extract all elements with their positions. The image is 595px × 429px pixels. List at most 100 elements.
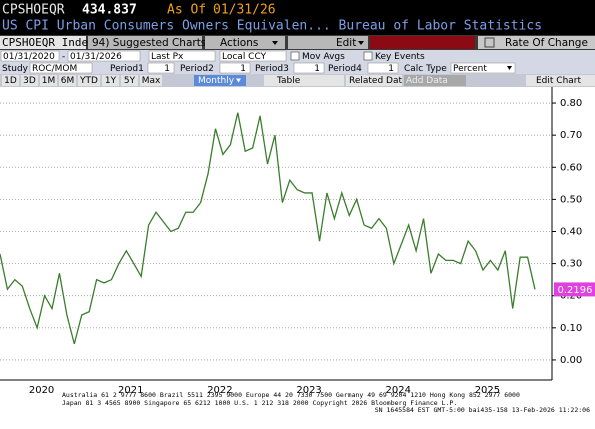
period-label: Period1 xyxy=(110,64,144,74)
price-field[interactable]: Last Px xyxy=(151,52,184,62)
range-label[interactable]: 3D xyxy=(23,76,36,86)
footer-line: SN 1645584 EST GMT-5:00 bai435-158 13-Fe… xyxy=(375,406,590,414)
y-tick-label: 0.40 xyxy=(560,226,582,237)
range-buttons: 1D 3D 1M 6M YTD 1Y 5Y Max xyxy=(2,75,162,86)
study-field[interactable] xyxy=(29,62,93,74)
range-label[interactable]: 1Y xyxy=(105,76,117,86)
range-button[interactable] xyxy=(140,75,162,86)
study-label: Study xyxy=(2,64,29,74)
range-button[interactable] xyxy=(40,75,57,86)
range-button[interactable] xyxy=(21,75,38,86)
dropdown-arrow xyxy=(236,78,241,83)
checkbox[interactable] xyxy=(290,51,300,61)
as-of-label: As Of xyxy=(167,3,206,18)
calc-type-label: Calc Type xyxy=(404,64,447,74)
period-field[interactable] xyxy=(293,62,325,74)
range-label[interactable]: 5Y xyxy=(124,76,136,86)
table[interactable]: Table xyxy=(276,76,301,86)
footer-line: Australia 61 2 9777 8600 Brazil 5511 239… xyxy=(62,391,520,399)
suggested-button[interactable] xyxy=(88,36,202,49)
add-data[interactable]: Add Data xyxy=(406,76,448,86)
x-tick-label: 2022 xyxy=(207,385,232,396)
suggested[interactable]: 94) Suggested Charts xyxy=(92,37,206,49)
x-tick-label: 2024 xyxy=(386,385,411,396)
range-button[interactable] xyxy=(59,75,76,86)
x-tick-label: 2023 xyxy=(296,385,321,396)
range-button[interactable] xyxy=(102,75,119,86)
y-tick-label: 0.80 xyxy=(560,98,582,109)
x-tick-label: 2021 xyxy=(118,385,143,396)
red-bar xyxy=(370,36,475,49)
rate-of-change[interactable]: Rate Of Change xyxy=(505,37,588,49)
actions[interactable]: Actions xyxy=(220,37,258,49)
add-data-button[interactable] xyxy=(404,75,466,86)
dropdown-arrow xyxy=(272,41,278,45)
start-date[interactable]: 01/31/2020 xyxy=(3,52,55,62)
y-tick-label: 0.00 xyxy=(560,355,582,366)
dropdown-arrow xyxy=(358,41,364,45)
edit-button[interactable] xyxy=(288,36,368,49)
period-value[interactable]: 1 xyxy=(314,64,320,74)
range-label[interactable]: 1D xyxy=(4,76,17,86)
y-tick-label: 0.30 xyxy=(560,259,582,270)
end-date-field[interactable] xyxy=(67,50,141,62)
mov-avgs[interactable]: Mov Avgs xyxy=(302,52,345,62)
frequency-button[interactable] xyxy=(194,75,246,86)
popout-icon xyxy=(484,37,495,48)
range-button[interactable] xyxy=(121,75,138,86)
range-label[interactable]: YTD xyxy=(79,76,98,86)
related[interactable]: Related Dat xyxy=(349,76,402,86)
footer-line: Japan 81 3 4565 8900 Singapore 65 6212 1… xyxy=(62,399,457,407)
related-button[interactable] xyxy=(346,75,402,86)
period-value[interactable]: 1 xyxy=(388,64,394,74)
range-button[interactable] xyxy=(2,75,19,86)
price: 434.837 xyxy=(82,3,137,18)
range-label[interactable]: 6M xyxy=(61,76,75,86)
calc-type[interactable]: Percent xyxy=(453,64,487,74)
x-tick-label: 2020 xyxy=(29,385,54,396)
line xyxy=(0,112,536,345)
y-tick-label: 0.60 xyxy=(560,162,582,173)
key-events[interactable]: Key Events xyxy=(375,52,425,62)
range-label[interactable]: Max xyxy=(142,76,161,86)
chart-bg xyxy=(0,87,595,429)
as-of-date: 01/31/26 xyxy=(213,3,276,18)
start-date-field[interactable] xyxy=(0,50,60,62)
period-label: Period2 xyxy=(180,64,214,74)
study-value[interactable]: ROC/MOM xyxy=(32,64,77,74)
edit[interactable]: Edit xyxy=(336,37,356,49)
period-field[interactable] xyxy=(219,62,251,74)
last-value-label: 0.2196 xyxy=(558,285,593,296)
price-field-box[interactable] xyxy=(148,50,216,62)
separator: - xyxy=(62,52,65,62)
end-date[interactable]: 01/31/2026 xyxy=(70,52,122,62)
y-tick-label: 0.70 xyxy=(560,130,582,141)
frequency[interactable]: Monthly xyxy=(198,76,235,86)
period-field[interactable] xyxy=(367,62,399,74)
security[interactable]: CPSHOEQR Index xyxy=(2,36,95,49)
plot: 0.000.100.200.300.400.500.600.700.802020… xyxy=(0,98,595,396)
currency-box[interactable] xyxy=(219,50,287,62)
rate-of-change-bg[interactable] xyxy=(478,36,595,49)
period-value[interactable]: 1 xyxy=(164,64,170,74)
range-label[interactable]: 1M xyxy=(42,76,56,86)
calc-type-field[interactable] xyxy=(450,62,516,74)
x-tick-label: 2025 xyxy=(475,385,500,396)
last-value-bg xyxy=(554,282,595,297)
checkbox[interactable] xyxy=(363,51,373,61)
ticker: CPSHOEQR xyxy=(2,3,65,18)
period-value[interactable]: 1 xyxy=(240,64,246,74)
edit-chart-button[interactable] xyxy=(526,75,595,86)
currency[interactable]: Local CCY xyxy=(222,52,267,62)
actions-button[interactable] xyxy=(205,36,285,49)
period-label: Period3 xyxy=(255,64,289,74)
period-field[interactable] xyxy=(147,62,175,74)
header-bg xyxy=(0,0,595,18)
range-button[interactable] xyxy=(78,75,100,86)
edit-chart[interactable]: Edit Chart xyxy=(536,76,581,86)
y-tick-label: 0.50 xyxy=(560,194,582,205)
security-field[interactable] xyxy=(0,36,86,49)
period-label: Period4 xyxy=(328,64,362,74)
table-button[interactable] xyxy=(264,75,344,86)
